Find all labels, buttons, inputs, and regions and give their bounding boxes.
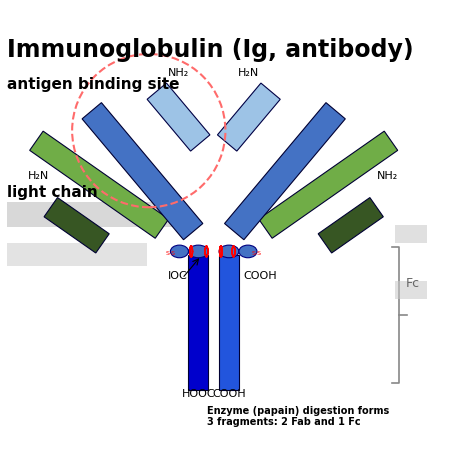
Polygon shape [225,103,345,240]
Polygon shape [82,103,203,240]
Text: S-S: S-S [252,251,262,256]
Text: IOC: IOC [168,271,188,281]
Text: HOOC: HOOC [182,389,215,400]
Text: COOH: COOH [244,271,277,281]
Polygon shape [189,255,208,390]
Ellipse shape [189,245,208,258]
Text: NH₂: NH₂ [168,68,189,78]
Text: Fc: Fc [406,277,420,291]
Ellipse shape [239,245,257,258]
Polygon shape [219,255,239,390]
FancyBboxPatch shape [395,225,428,243]
Text: light chain: light chain [7,185,98,200]
Text: Enzyme (papain) digestion forms
3 fragments: 2 Fab and 1 Fc: Enzyme (papain) digestion forms 3 fragme… [208,406,390,427]
Polygon shape [30,131,169,238]
Text: H₂N: H₂N [238,68,259,78]
Text: S-S: S-S [165,251,175,256]
Text: H₂N: H₂N [28,171,50,181]
Polygon shape [259,131,398,238]
Ellipse shape [171,245,189,258]
FancyBboxPatch shape [7,243,147,266]
Polygon shape [44,198,109,253]
Text: NH₂: NH₂ [377,171,398,181]
Text: COOH: COOH [212,389,246,400]
FancyBboxPatch shape [395,281,428,299]
Ellipse shape [219,245,239,258]
FancyBboxPatch shape [7,202,183,227]
Polygon shape [318,198,383,253]
Polygon shape [147,83,210,151]
Text: antigen binding site: antigen binding site [7,76,180,91]
Text: Immunoglobulin (Ig, antibody): Immunoglobulin (Ig, antibody) [7,38,414,62]
Polygon shape [218,83,280,151]
